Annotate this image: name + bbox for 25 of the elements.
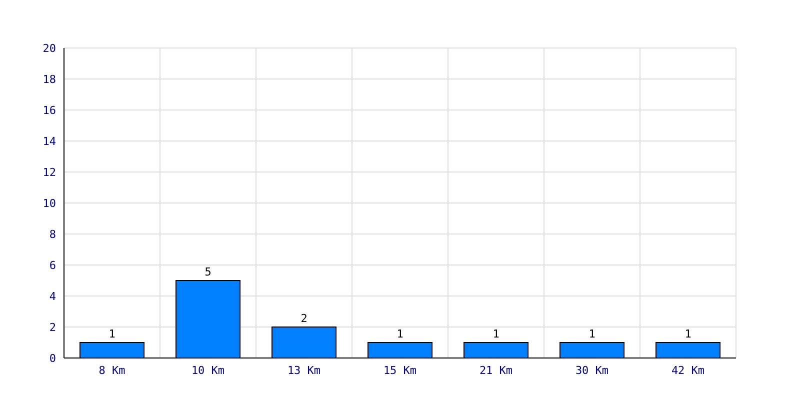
x-tick-label: 10 Km <box>191 364 225 377</box>
data-label: 1 <box>108 328 116 340</box>
data-label: 1 <box>492 328 500 340</box>
y-tick-label: 6 <box>49 258 56 272</box>
y-tick-label: 12 <box>42 166 56 179</box>
data-label: 1 <box>396 328 404 340</box>
y-tick-label: 10 <box>42 196 56 210</box>
data-label: 2 <box>300 312 308 325</box>
y-tick-label: 16 <box>42 104 56 117</box>
data-label: 1 <box>684 328 692 340</box>
x-tick-label: 21 Km <box>479 364 513 377</box>
y-tick-label: 14 <box>42 134 56 148</box>
y-tick-label: 0 <box>49 352 56 365</box>
x-tick-label: 30 Km <box>575 364 609 377</box>
y-tick-label: 18 <box>42 72 56 86</box>
data-label: 1 <box>588 328 596 340</box>
y-tick-label: 8 <box>49 228 56 241</box>
y-tick-label: 20 <box>42 42 56 55</box>
x-tick-label: 42 Km <box>671 364 705 377</box>
y-tick-label: 2 <box>49 320 56 334</box>
x-tick-label: 8 Km <box>98 364 126 377</box>
x-tick-label: 13 Km <box>287 364 321 377</box>
y-tick-label: 4 <box>49 290 56 303</box>
data-label: 5 <box>204 266 212 278</box>
x-tick-label: 15 Km <box>383 364 417 377</box>
